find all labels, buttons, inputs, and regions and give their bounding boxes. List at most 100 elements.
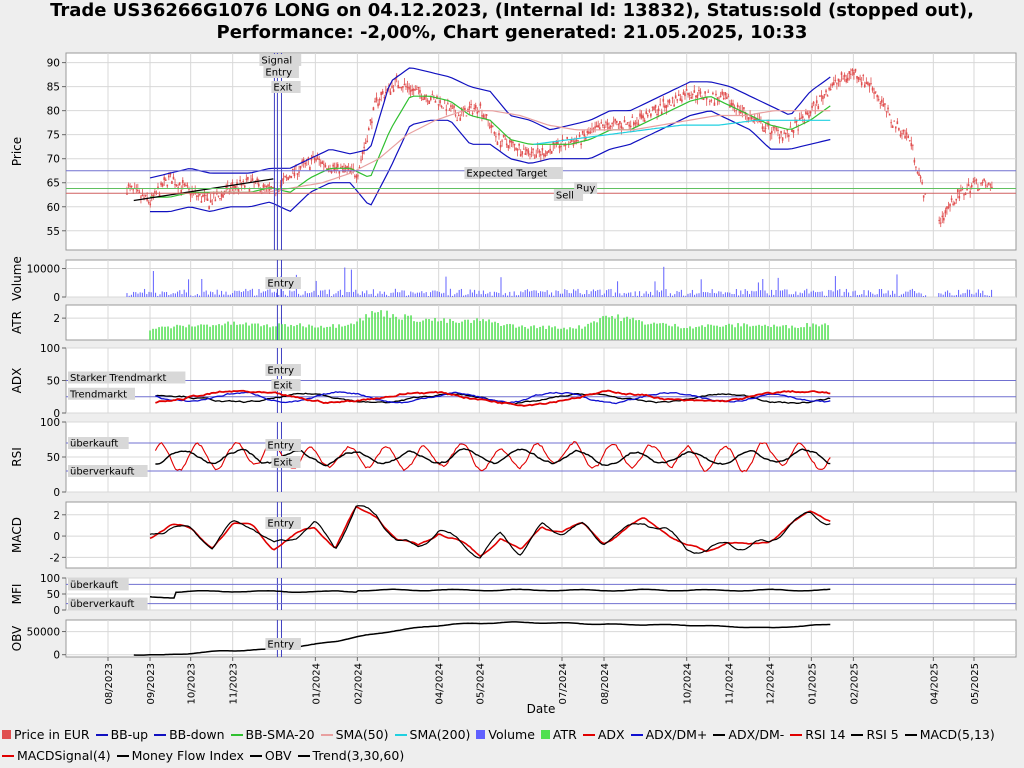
price-candle (941, 215, 944, 218)
price-candle (518, 143, 520, 146)
price-candle (594, 126, 596, 129)
price-candle (696, 94, 699, 98)
price-candle (983, 178, 985, 181)
price-candle (296, 173, 299, 175)
price-candle (522, 148, 525, 150)
legend-swatch (154, 734, 167, 736)
price-candle (217, 195, 220, 197)
price-candle (839, 80, 841, 82)
price-candle (315, 158, 317, 161)
price-candle (825, 90, 827, 93)
price-candle (440, 105, 443, 108)
price-candle (220, 193, 223, 197)
price-candle (874, 91, 877, 93)
price-candle (543, 153, 545, 157)
panel-rsi-ylabel: RSI (10, 447, 24, 467)
price-candle (840, 72, 843, 75)
price-candle (964, 193, 967, 196)
price-candle (671, 97, 674, 99)
price-candle (130, 185, 133, 188)
price-candle (673, 104, 675, 107)
price-candle (974, 180, 976, 182)
y-tick-label: 90 (47, 58, 60, 70)
price-candle (721, 91, 723, 95)
price-candle (402, 85, 404, 88)
price-candle (510, 140, 513, 143)
price-candle (316, 157, 319, 160)
price-candle (726, 97, 728, 100)
price-candle (481, 115, 483, 117)
price-candle (650, 113, 652, 117)
panel-adx-ylabel: ADX (10, 368, 24, 394)
price-candle (739, 111, 742, 114)
price-candle (609, 126, 612, 128)
price-candle (921, 182, 923, 184)
price-candle (400, 87, 403, 89)
price-candle (423, 96, 426, 100)
price-candle (231, 182, 234, 186)
price-candle (668, 99, 671, 104)
legend-swatch (582, 734, 595, 736)
price-candle (507, 145, 510, 149)
legend-item: Price in EUR (2, 724, 90, 745)
price-candle (186, 185, 189, 187)
exit-label: Exit (273, 83, 292, 94)
price-candle (341, 165, 344, 168)
rsi-entry-label-bg (265, 439, 301, 451)
price-candle (955, 198, 958, 201)
price-candle (967, 184, 970, 187)
bb-up-line (149, 67, 831, 179)
price-candle (555, 141, 558, 144)
price-candle (651, 106, 654, 108)
price-candle (708, 100, 711, 102)
sell-label: Sell (556, 191, 574, 202)
price-candle (381, 91, 384, 94)
price-candle (236, 182, 238, 185)
price-candle (456, 120, 458, 122)
price-candle (172, 176, 175, 180)
price-candle (735, 110, 737, 112)
price-candle (578, 134, 581, 137)
y-tick-label: 100 (40, 343, 60, 355)
price-candle (643, 119, 646, 122)
price-candle (862, 75, 865, 77)
y-tick-label: 85 (47, 82, 60, 94)
x-tick-label: 02/2024 (353, 663, 364, 705)
price-candle (239, 179, 241, 182)
x-tick-label: 01/2024 (311, 663, 322, 705)
price-candle (247, 176, 249, 180)
price-candle (789, 126, 792, 128)
price-candle (355, 175, 358, 178)
price-candle (211, 203, 214, 205)
price-candle (349, 170, 351, 174)
price-candle (876, 95, 878, 98)
legend-swatch (713, 734, 726, 736)
volume-entry-label: Entry (267, 279, 294, 290)
legend-label: Price in EUR (14, 727, 90, 742)
price-candle (262, 184, 265, 188)
price-candle (206, 198, 209, 201)
price-candle (391, 85, 393, 88)
price-candle (667, 100, 669, 102)
price-candle (499, 144, 502, 148)
y-tick-label: 100 (40, 573, 60, 585)
price-candle (848, 71, 851, 74)
legend-item: Trend(3,30,60) (297, 745, 404, 766)
price-candle (225, 186, 227, 189)
price-candle (422, 98, 424, 101)
price-candle (575, 139, 578, 142)
panel-price-ylabel: Price (10, 137, 24, 166)
price-candle (626, 122, 629, 124)
price-candle (380, 91, 382, 96)
price-candle (636, 122, 638, 124)
price-candle (532, 148, 534, 151)
price-candle (470, 104, 472, 106)
price-candle (181, 179, 184, 184)
price-candle (620, 125, 623, 129)
price-candle (383, 97, 386, 99)
price-candle (197, 195, 200, 197)
x-tick-label: 12/2024 (765, 663, 776, 705)
price-candle (468, 106, 471, 109)
y-tick-label: 0 (53, 605, 60, 617)
price-candle (747, 117, 750, 120)
